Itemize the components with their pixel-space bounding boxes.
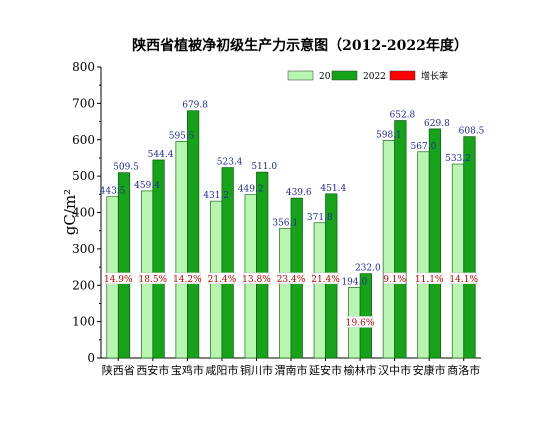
growth-rate-box [450, 272, 477, 285]
growth-rate-label: 18.5% [139, 275, 168, 285]
x-tick-label: 汉中市 [378, 363, 411, 377]
value-label-2012: 459.4 [134, 181, 160, 191]
x-tick-label: 咸阳市 [205, 363, 238, 377]
bar-2022 [221, 167, 234, 359]
bar-2012 [175, 141, 188, 359]
value-label-2012: 449.2 [238, 185, 264, 195]
growth-rate-label: 14.1% [449, 275, 478, 285]
bar-2022 [187, 110, 200, 359]
bar-2022 [394, 120, 407, 359]
bar-2022 [117, 172, 131, 359]
growth-rate-box [346, 316, 374, 328]
growth-rate-label: 9.1% [383, 275, 406, 285]
growth-rate-box [243, 272, 270, 285]
x-tick-label: 渭南市 [275, 363, 308, 377]
value-label-2012: 356.1 [272, 218, 298, 228]
legend-growth-rate-swatch [389, 70, 416, 81]
x-tick-label: 陕西省 [102, 363, 135, 377]
axes: 0 100 200 300 400 500 600 700 800 陕西省 西安市 宝鸡市 咸阳市 铜川市… [72, 60, 481, 377]
x-tick-label: 铜川市 [240, 363, 273, 377]
x-tick-label: 榆林市 [344, 363, 377, 377]
growth-rate-label: 14.2% [173, 275, 202, 285]
y-tick-label: 800 [72, 60, 95, 74]
growth-rate-box [139, 272, 167, 285]
value-label-2022: 652.8 [390, 111, 416, 121]
y-tick-label: 200 [72, 278, 95, 292]
value-labels: 443.5 509.5 14.9% 459.4 544.4 18.5% 595.5 679.8… [100, 101, 485, 329]
bar-2022 [359, 273, 372, 359]
value-label-2012: 443.5 [100, 187, 126, 197]
chart-title: 陕西省植被净初级生产力示意图（2012-2022年度） [132, 37, 468, 54]
growth-rate-box [415, 272, 443, 285]
value-label-2022: 451.4 [320, 184, 346, 194]
value-label-2012: 533.2 [445, 154, 471, 164]
value-label-2012: 595.5 [169, 131, 195, 141]
y-tick-label: 500 [72, 169, 95, 183]
y-tick-label: 100 [72, 315, 95, 329]
growth-rate-box [383, 272, 406, 285]
value-label-2012: 567.0 [411, 142, 437, 152]
bar-2022 [256, 171, 269, 359]
value-label-2022: 608.5 [459, 127, 485, 137]
x-tick-label: 西安市 [136, 363, 169, 377]
value-label-2022: 232.0 [355, 264, 381, 274]
value-label-2012: 194.0 [341, 277, 367, 287]
legend-2022-label: 2022 [363, 72, 386, 82]
y-tick-label: 600 [72, 133, 95, 147]
growth-rate-label: 21.4% [311, 275, 340, 285]
value-label-2022: 679.8 [182, 101, 208, 111]
growth-rate-label: 21.4% [208, 275, 237, 285]
value-label-2022: 544.4 [148, 150, 174, 160]
bar-2012 [382, 140, 395, 359]
y-tick-label: 0 [87, 351, 95, 365]
growth-rate-box [208, 272, 236, 285]
bar-2012 [417, 151, 430, 359]
growth-rate-label: 11.1% [415, 275, 444, 285]
growth-rate-box [312, 272, 339, 285]
legend-growth-rate-label: 增长率 [421, 70, 448, 82]
value-label-2022: 523.4 [217, 158, 243, 168]
bar-2022 [152, 159, 165, 359]
value-label-2022: 629.8 [424, 119, 450, 129]
growth-rate-label: 19.6% [346, 318, 375, 328]
growth-rate-label: 14.9% [104, 275, 133, 285]
legend: 2012 2022 增长率 [287, 70, 448, 82]
x-tick-label: 延安市 [309, 363, 342, 377]
value-label-2022: 509.5 [113, 163, 139, 173]
growth-rate-label: 13.8% [242, 275, 271, 285]
bar-2012 [279, 228, 292, 359]
x-tick-label: 商洛市 [447, 363, 480, 377]
growth-rate-label: 23.4% [277, 275, 306, 285]
x-tick-label: 宝鸡市 [171, 363, 204, 377]
y-tick-label: 300 [72, 242, 95, 256]
y-tick-label: 400 [72, 206, 95, 220]
y-tick-label: 700 [72, 96, 95, 110]
value-label-2012: 431.2 [203, 191, 229, 201]
growth-rate-box [105, 272, 132, 285]
legend-2012-swatch [287, 70, 314, 81]
bar-2022 [428, 128, 442, 359]
x-tick-label: 安康市 [413, 363, 446, 377]
value-label-2012: 371.8 [307, 213, 333, 223]
value-label-2012: 598.1 [376, 130, 402, 140]
legend-2022-swatch [331, 70, 358, 81]
legend-2012-label: 2012 [319, 72, 342, 82]
bar-2012 [451, 163, 465, 359]
y-axis-label: gC/m² [61, 189, 79, 235]
bar-2022 [463, 136, 476, 359]
value-label-2022: 511.0 [251, 162, 277, 172]
growth-rate-box [174, 272, 201, 285]
value-label-2022: 439.6 [286, 188, 312, 198]
growth-rate-box [277, 272, 305, 285]
bar-2012 [313, 222, 326, 359]
